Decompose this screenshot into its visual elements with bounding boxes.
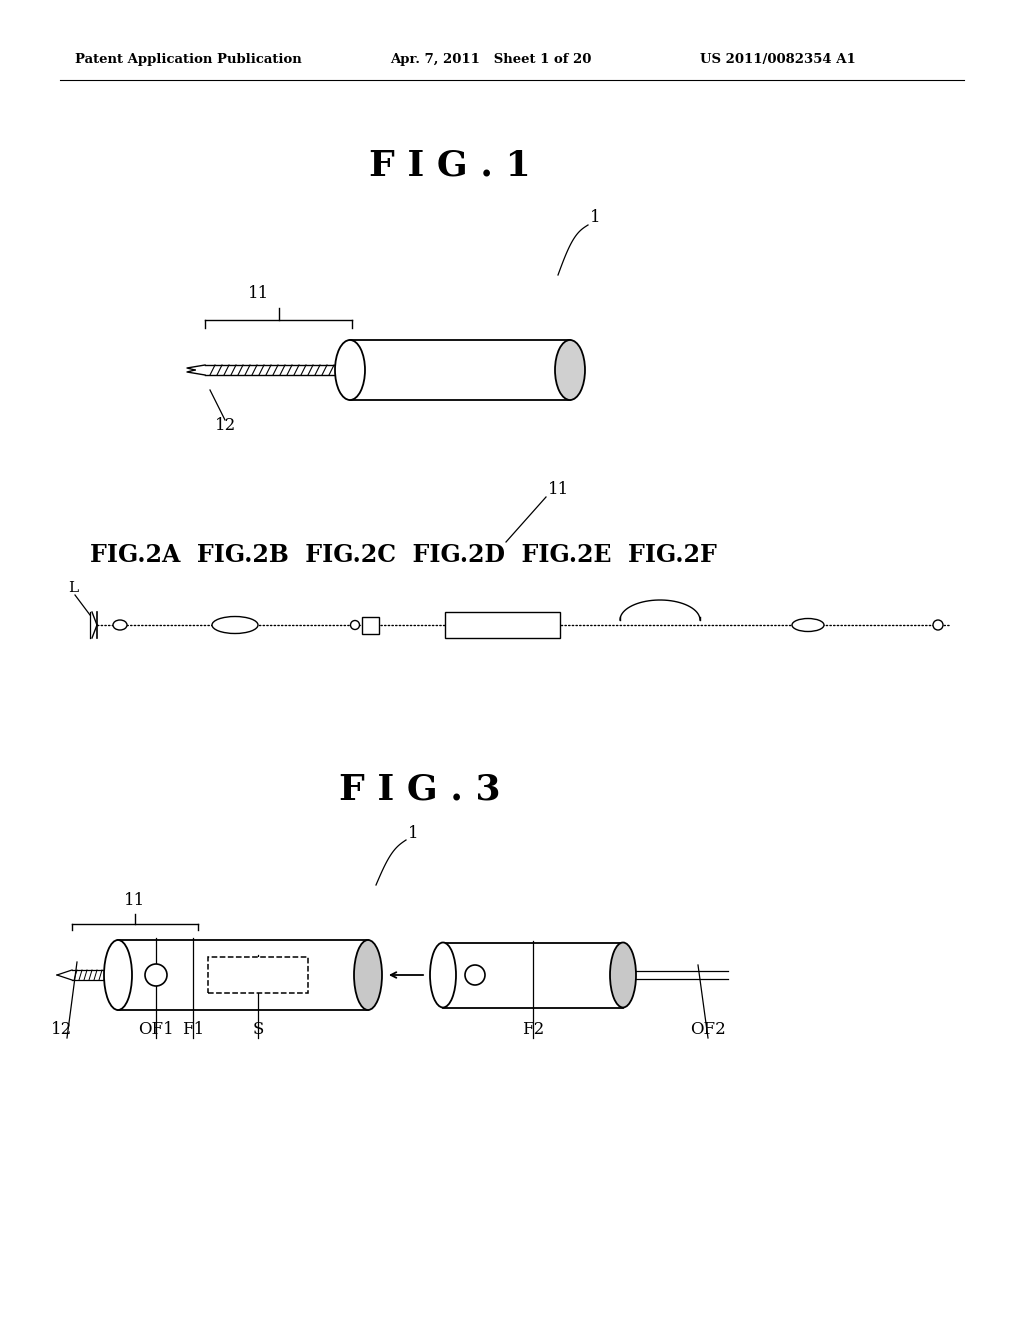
- Ellipse shape: [933, 620, 943, 630]
- Bar: [443, 942, 623, 1007]
- Ellipse shape: [555, 341, 585, 400]
- Ellipse shape: [792, 619, 824, 631]
- Bar: [208, 957, 308, 993]
- Text: S: S: [252, 1022, 264, 1039]
- Text: F1: F1: [182, 1022, 204, 1039]
- Text: Patent Application Publication: Patent Application Publication: [75, 54, 302, 66]
- Text: F I G . 3: F I G . 3: [339, 774, 501, 807]
- Bar: [445, 612, 560, 638]
- Text: F I G . 1: F I G . 1: [369, 148, 530, 182]
- Ellipse shape: [610, 942, 636, 1007]
- Text: 11: 11: [548, 482, 569, 499]
- Ellipse shape: [212, 616, 258, 634]
- Bar: [362, 616, 379, 634]
- Text: 1: 1: [408, 825, 419, 842]
- Text: Apr. 7, 2011   Sheet 1 of 20: Apr. 7, 2011 Sheet 1 of 20: [390, 54, 592, 66]
- Ellipse shape: [145, 964, 167, 986]
- Text: F2: F2: [522, 1022, 544, 1039]
- Bar: [350, 341, 570, 400]
- Ellipse shape: [350, 620, 359, 630]
- Text: 12: 12: [215, 417, 237, 433]
- Ellipse shape: [465, 965, 485, 985]
- Text: US 2011/0082354 A1: US 2011/0082354 A1: [700, 54, 856, 66]
- Text: 12: 12: [51, 1022, 73, 1039]
- Text: OF1: OF1: [138, 1022, 174, 1039]
- Ellipse shape: [113, 620, 127, 630]
- Ellipse shape: [104, 940, 132, 1010]
- Text: FIG.2A  FIG.2B  FIG.2C  FIG.2D  FIG.2E  FIG.2F: FIG.2A FIG.2B FIG.2C FIG.2D FIG.2E FIG.2…: [90, 543, 717, 568]
- Text: L: L: [68, 581, 78, 595]
- Ellipse shape: [354, 940, 382, 1010]
- Text: 11: 11: [124, 892, 145, 909]
- Ellipse shape: [335, 341, 365, 400]
- Text: OF2: OF2: [690, 1022, 726, 1039]
- Bar: [118, 940, 368, 1010]
- Ellipse shape: [430, 942, 456, 1007]
- Text: 11: 11: [248, 285, 269, 302]
- Text: 1: 1: [590, 210, 601, 227]
